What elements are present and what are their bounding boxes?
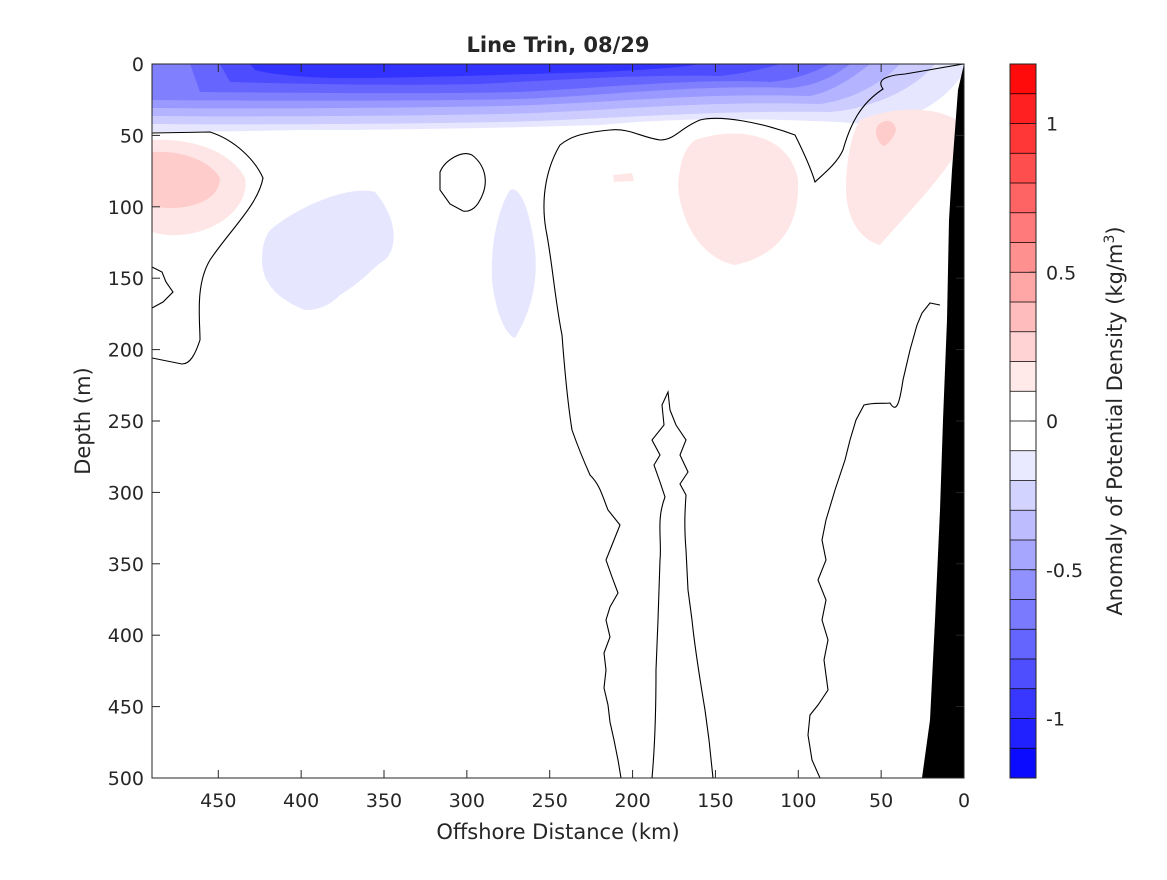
y-axis-label: Depth (m) (71, 367, 95, 474)
x-tick-label: 350 (366, 790, 402, 812)
zero-contours (152, 64, 964, 778)
x-tick-label: 200 (614, 790, 650, 812)
x-tick-label: 450 (200, 790, 236, 812)
zero-contour-west-upper (152, 131, 264, 365)
colorbar-segment (1010, 569, 1036, 600)
colorbar-tick-label: 1 (1046, 114, 1058, 136)
colorbar-segment (1010, 421, 1036, 452)
colorbar (1009, 63, 1037, 779)
colorbar-tick-label: -1 (1046, 709, 1065, 731)
y-tick-label: 100 (108, 197, 144, 219)
plot-background (152, 64, 964, 778)
x-tick-label: 150 (697, 790, 733, 812)
x-tick-label: 250 (532, 790, 568, 812)
colorbar-segment (1010, 331, 1036, 362)
y-tick-label: 500 (108, 768, 144, 790)
negative-anomaly-280km (491, 189, 536, 338)
negative-anomaly-380km (262, 190, 394, 310)
positive-anomaly-190km (613, 173, 634, 182)
colorbar-tick-label: 0.5 (1046, 262, 1076, 284)
colorbar-label: Anomaly of Potential Density (kg/m3) (1102, 226, 1127, 615)
y-axis: 0 50 100 150 200 250 300 350 400 450 500 (108, 54, 964, 790)
colorbar-segment (1010, 391, 1036, 422)
colorbar-segment (1010, 93, 1036, 124)
colorbar-segment (1010, 599, 1036, 630)
colorbar-segment (1010, 302, 1036, 333)
x-tick-label: 50 (869, 790, 893, 812)
zero-contour-central-boundary (543, 64, 964, 778)
y-tick-label: 150 (108, 268, 144, 290)
colorbar-segment (1010, 688, 1036, 719)
x-tick-label: 300 (449, 790, 485, 812)
y-tick-label: 200 (108, 340, 144, 362)
y-tick-label: 0 (132, 54, 144, 76)
colorbar-segment (1010, 242, 1036, 273)
positive-anomaly-50km-outer (845, 109, 964, 245)
seafloor-topography (922, 64, 964, 778)
colorbar-segment (1010, 748, 1036, 779)
colorbar-segment (1010, 629, 1036, 660)
colorbar-label-superscript: 3 (1102, 235, 1118, 244)
colorbar-segment (1010, 183, 1036, 214)
colorbar-segment (1010, 64, 1036, 95)
colorbar-segment (1010, 361, 1036, 392)
colorbar-segment (1010, 510, 1036, 541)
colorbar-tick-label: 0 (1046, 411, 1058, 433)
y-tick-label: 350 (108, 554, 144, 576)
x-tick-label: 400 (283, 790, 319, 812)
colorbar-segment (1010, 272, 1036, 303)
positive-anomaly-150km (678, 133, 799, 265)
colorbar-segment (1010, 212, 1036, 243)
colorbar-segment (1010, 153, 1036, 184)
colorbar-segment (1010, 450, 1036, 481)
y-tick-label: 450 (108, 697, 144, 719)
y-tick-label: 50 (120, 125, 144, 147)
x-tick-label: 0 (958, 790, 970, 812)
x-axis-label: Offshore Distance (km) (436, 820, 679, 844)
y-tick-label: 300 (108, 482, 144, 504)
surface-layer-band-8 (250, 64, 700, 78)
chart-title: Line Trin, 08/29 (466, 33, 649, 57)
positive-anomaly-west-inner (152, 151, 220, 208)
colorbar-segment (1010, 540, 1036, 571)
colorbar-tick-label: -0.5 (1046, 560, 1083, 582)
zero-contour-west-lower (152, 266, 174, 309)
zero-contour-inner-tongue (651, 389, 714, 778)
positive-anomaly-50km-inner (875, 120, 896, 146)
colorbar-segment (1010, 480, 1036, 511)
colorbar-label-text: Anomaly of Potential Density (kg/m (1103, 244, 1127, 616)
colorbar-segment (1010, 123, 1036, 154)
zero-contour-300km-loop (439, 153, 486, 212)
x-tick-label: 100 (780, 790, 816, 812)
x-axis: 450 400 350 300 250 200 150 100 50 0 (200, 64, 970, 812)
colorbar-segment (1010, 718, 1036, 749)
colorbar-label-suffix: ) (1103, 226, 1127, 234)
colorbar-axis: 1 0.5 0 -0.5 -1 (1030, 114, 1083, 731)
plot-area (152, 64, 964, 778)
zero-contour-east-slope (807, 302, 941, 778)
y-tick-label: 400 (108, 625, 144, 647)
y-tick-label: 250 (108, 411, 144, 433)
colorbar-segment (1010, 659, 1036, 690)
